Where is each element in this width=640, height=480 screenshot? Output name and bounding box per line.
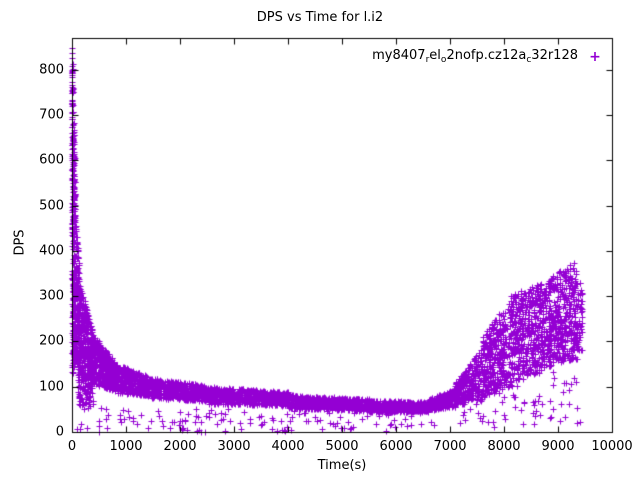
legend-series-label: my8407relo2nofp.cz12ac32r128 bbox=[372, 48, 578, 65]
x-axis-label: Time(s) bbox=[317, 458, 367, 473]
x-tick-label: 3000 bbox=[217, 439, 251, 454]
x-tick-label: 9000 bbox=[541, 439, 575, 454]
y-tick-label: 200 bbox=[39, 333, 64, 349]
y-tick-label: 600 bbox=[39, 152, 64, 168]
x-tick-label: 1000 bbox=[109, 439, 143, 454]
y-tick-label: 100 bbox=[39, 379, 64, 395]
y-tick-label: 300 bbox=[39, 288, 64, 304]
x-tick-label: 8000 bbox=[487, 439, 521, 454]
chart-title: DPS vs Time for l.i2 bbox=[256, 10, 384, 25]
plus-marker-icon: + bbox=[589, 48, 601, 65]
x-tick-label: 4000 bbox=[271, 439, 305, 454]
x-tick-label: 10000 bbox=[591, 439, 633, 454]
y-axis-label: DPS bbox=[12, 229, 28, 256]
y-tick-label: 400 bbox=[39, 243, 64, 259]
x-tick-label: 5000 bbox=[325, 439, 359, 454]
y-tick-label: 700 bbox=[39, 107, 64, 123]
y-tick-label: 500 bbox=[39, 198, 64, 214]
x-tick-label: 0 bbox=[67, 439, 77, 454]
x-tick-label: 2000 bbox=[163, 439, 197, 454]
y-tick-label: 800 bbox=[39, 62, 64, 78]
legend: my8407relo2nofp.cz12ac32r128 + bbox=[372, 48, 612, 65]
y-tick-label: 0 bbox=[55, 424, 64, 440]
x-tick-label: 7000 bbox=[433, 439, 467, 454]
x-tick-label: 6000 bbox=[379, 439, 413, 454]
